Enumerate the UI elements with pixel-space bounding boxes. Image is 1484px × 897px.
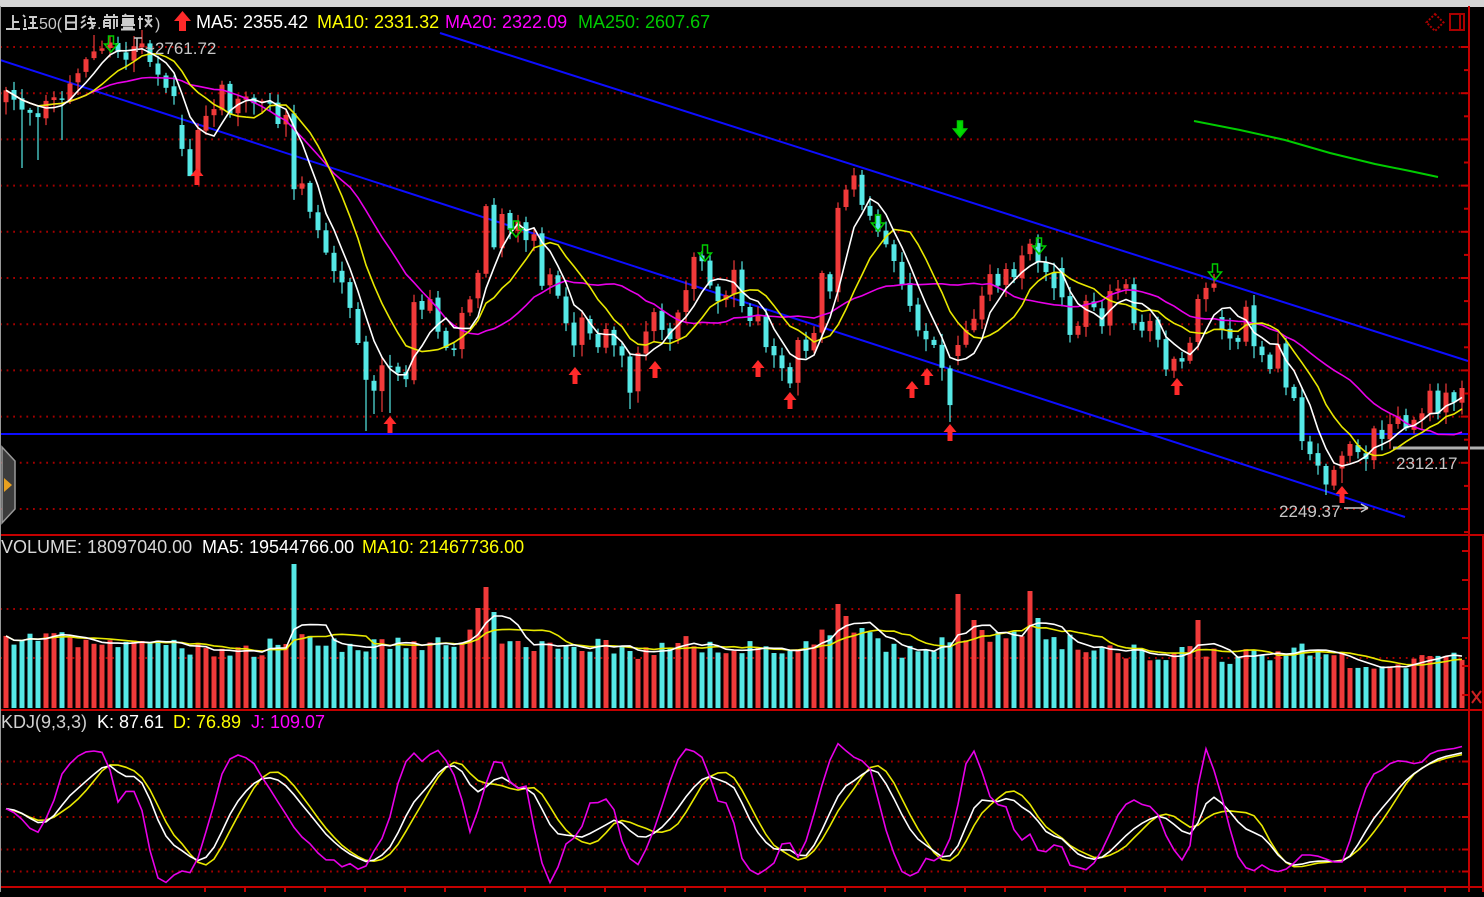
svg-text:50(: 50( [39, 16, 63, 33]
svg-text:2249.37: 2249.37 [1279, 502, 1340, 521]
svg-text:MA20: 2322.09: MA20: 2322.09 [445, 12, 567, 32]
svg-text:.: . [97, 16, 101, 33]
svg-text:KDJ(9,3,3): KDJ(9,3,3) [1, 712, 87, 732]
svg-text:MA10: 21467736.00: MA10: 21467736.00 [362, 537, 524, 557]
svg-text:MA5: 2355.42: MA5: 2355.42 [196, 12, 308, 32]
svg-text:D: 76.89: D: 76.89 [173, 712, 241, 732]
svg-text:~2761.72: ~2761.72 [145, 39, 216, 58]
svg-text:MA250: 2607.67: MA250: 2607.67 [578, 12, 710, 32]
svg-text:J: 109.07: J: 109.07 [251, 712, 325, 732]
svg-text:MA10: 2331.32: MA10: 2331.32 [317, 12, 439, 32]
svg-text:VOLUME: 18097040.00: VOLUME: 18097040.00 [1, 537, 192, 557]
svg-text:): ) [155, 16, 160, 33]
svg-text:K: 87.61: K: 87.61 [97, 712, 164, 732]
svg-text:2312.17: 2312.17 [1396, 454, 1457, 473]
svg-text:MA5: 19544766.00: MA5: 19544766.00 [202, 537, 354, 557]
